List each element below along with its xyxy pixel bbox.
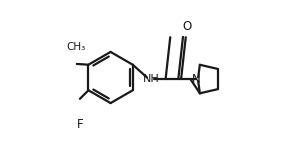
- Text: O: O: [183, 20, 192, 33]
- Text: CH₃: CH₃: [66, 42, 85, 52]
- Text: NH: NH: [143, 74, 159, 84]
- Text: N: N: [192, 73, 201, 86]
- Text: F: F: [77, 118, 84, 131]
